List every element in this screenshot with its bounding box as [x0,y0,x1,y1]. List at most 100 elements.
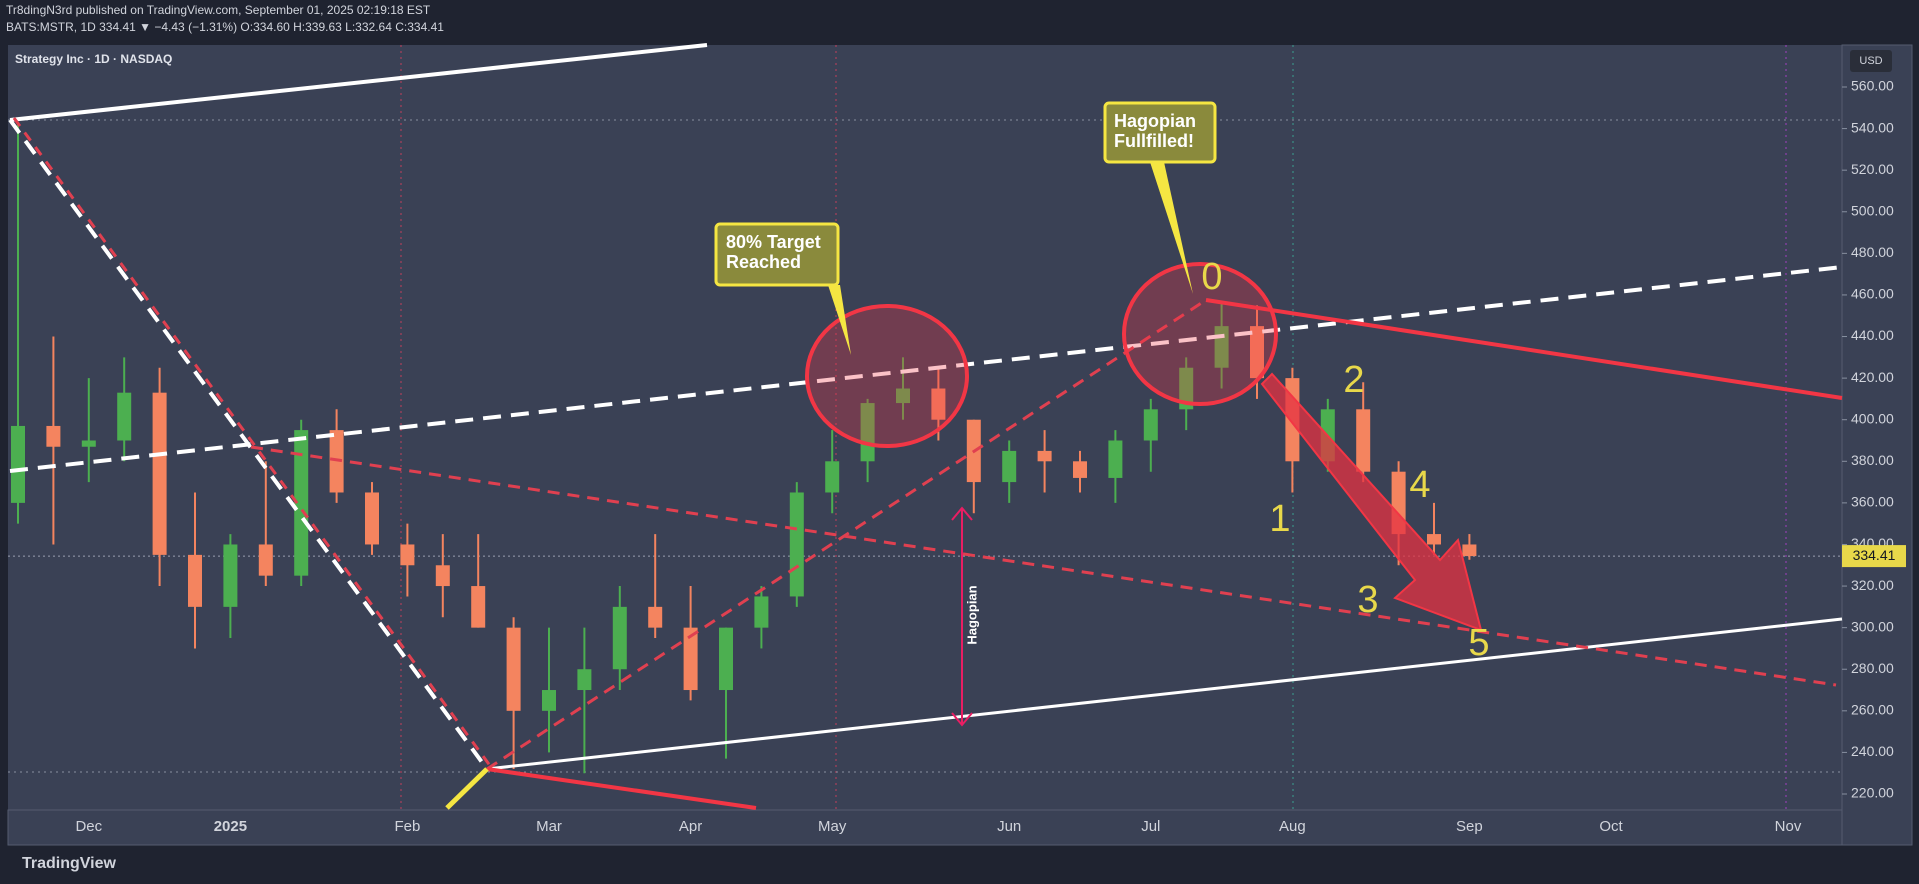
trendline [1205,298,1843,400]
candle-body [931,388,946,420]
trendline [12,117,493,768]
price-tag [1842,545,1906,568]
logo: TradingView [22,855,117,872]
candle-body [400,544,415,566]
y-tick-label: 240.00 [1851,743,1894,759]
candle-body [1356,409,1371,472]
trendline [486,298,1207,771]
y-tick-label: 280.00 [1851,660,1894,676]
y-tick-label: 520.00 [1851,161,1894,177]
candle-body [506,627,521,711]
candle-body [719,627,733,691]
candle-body [1143,409,1158,441]
trendline [9,43,708,122]
wave-label: 1 [1269,498,1290,540]
measure-label: Hagopian [964,585,979,644]
candle-body [542,690,556,711]
y-tick-label: 300.00 [1851,618,1894,634]
candle-body [648,606,663,628]
callout-text: Fullfilled! [1114,131,1194,151]
candle-body [258,544,273,576]
y-tick-label: 560.00 [1851,78,1894,94]
callout-text: Reached [726,252,801,272]
measure-head [951,506,973,521]
price-axis [1841,44,1913,846]
candle-body [1250,326,1264,379]
x-tick-label: 2025 [214,818,247,835]
candle-body [1002,450,1017,483]
trendline [250,445,1837,687]
candle-body [789,492,804,597]
y-tick-label: 500.00 [1851,202,1894,218]
x-tick-label: Nov [1775,818,1802,835]
candle-body [11,425,25,503]
guides [8,45,1842,810]
candle-body [46,425,61,447]
y-tick-label: 380.00 [1851,452,1894,468]
y-tick-label: 540.00 [1851,119,1894,135]
candle-body [471,586,486,628]
candle-body [1462,544,1477,557]
annotations: 80% Target Reached Hagopian Fullfilled! [726,111,1196,272]
wave-label: 3 [1357,579,1378,621]
wave-label: 2 [1343,359,1364,401]
publisher: Tr8dingN3rd published on TradingView.com… [6,3,431,17]
plot-area [8,45,1842,810]
candle-body [1037,450,1052,462]
x-tick-label: Feb [394,818,420,835]
candle-body [117,392,132,441]
wave-labels: 0 1 2 3 4 5 [1201,256,1489,664]
arrow [1260,372,1483,632]
candle-body [81,440,96,447]
x-tick-label: Apr [679,818,702,835]
candle-body [1108,440,1123,478]
candle-body [754,596,769,628]
y-tick-label: 440.00 [1851,327,1894,343]
y-tick-label: 460.00 [1851,286,1894,302]
callout-text: 80% Target [726,232,821,252]
callout-pointer [828,285,851,355]
y-tick-label: 420.00 [1851,369,1894,385]
trendline [486,767,757,810]
callout-text: Hagopian [1114,111,1196,131]
symbol-line: BATS:MSTR, 1D 334.41 ▼ −4.43 (−1.31%) O:… [6,20,444,34]
candle-body [152,392,167,555]
y-tick-label: 480.00 [1851,244,1894,260]
wave-label: 4 [1409,464,1430,506]
wave-label: 0 [1201,256,1222,298]
y-tick-label: 360.00 [1851,494,1894,510]
y-tick-label: 400.00 [1851,410,1894,426]
y-tick-label: 260.00 [1851,702,1894,718]
trendline [486,617,1843,771]
price-tag-label: 334.41 [1853,547,1896,563]
x-tick-label: Aug [1279,818,1306,835]
x-tick-label: Dec [75,818,102,835]
measure-head [951,712,973,727]
candle-body [1179,367,1194,410]
callout-box [714,222,840,287]
candle-body [435,565,450,587]
x-tick-label: Mar [536,818,562,835]
chart-title: Strategy Inc · 1D · NASDAQ [15,52,172,66]
callout-pointer [1150,162,1193,294]
x-tick-label: Oct [1599,818,1623,835]
candle-body [223,544,238,607]
currency: USD [1859,55,1882,67]
candle-body [365,492,379,545]
callout-box [1103,101,1217,164]
candle-body [1073,461,1087,478]
x-tick-label: Sep [1456,818,1483,835]
x-tick-label: Jun [997,818,1021,835]
trendline [445,767,489,810]
wave-label: 5 [1468,622,1489,664]
candle-body [294,430,309,576]
candle-body [825,461,840,493]
trendline [8,118,489,771]
y-tick-label: 320.00 [1851,577,1894,593]
drawings [8,43,1843,810]
currency-box [1850,50,1892,72]
candle-body [683,627,698,691]
candle-body [577,669,592,691]
